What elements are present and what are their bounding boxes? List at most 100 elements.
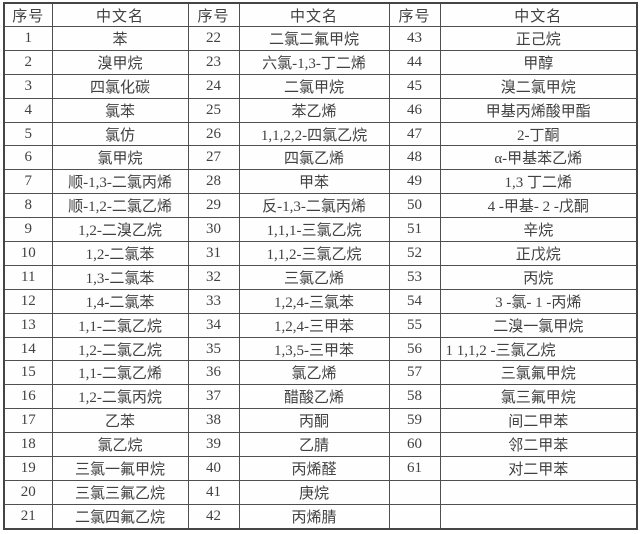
name-cell: 1,2,4-三甲苯 bbox=[238, 312, 390, 338]
serial-cell: 12 bbox=[3, 288, 53, 314]
name-cell: 苯 bbox=[51, 26, 189, 51]
serial-cell: 6 bbox=[3, 145, 53, 171]
serial-cell: 16 bbox=[3, 384, 53, 410]
name-cell: 丙烯腈 bbox=[238, 503, 390, 530]
name-cell: 二氯甲烷 bbox=[238, 73, 390, 99]
serial-cell: 20 bbox=[3, 479, 53, 505]
name-cell: 乙腈 bbox=[238, 432, 390, 458]
serial-cell: 29 bbox=[187, 193, 240, 219]
serial-cell: 28 bbox=[187, 169, 240, 195]
serial-cell: 53 bbox=[388, 264, 441, 290]
serial-cell: 8 bbox=[3, 193, 53, 219]
serial-cell: 10 bbox=[3, 241, 53, 266]
table-row: 9 1,2-二溴乙烷 30 1,1,1-三氯乙烷 51 辛烷 bbox=[3, 217, 638, 243]
col-header-serial: 序号 bbox=[388, 2, 441, 27]
name-cell: 1,2-二氯苯 bbox=[51, 241, 189, 266]
serial-cell: 13 bbox=[3, 312, 53, 338]
table-row: 6 氯甲烷 27 四氯乙烯 48 α-甲基苯乙烯 bbox=[3, 145, 638, 171]
serial-cell: 39 bbox=[187, 432, 240, 458]
serial-cell: 31 bbox=[187, 241, 240, 266]
serial-cell: 55 bbox=[388, 312, 441, 338]
header-row: 序号 中文名 序号 中文名 序号 中文名 bbox=[3, 2, 638, 27]
name-cell: 1,4-二氯苯 bbox=[51, 288, 189, 314]
serial-cell: 5 bbox=[3, 121, 53, 147]
table-row: 11 1,3-二氯苯 32 三氯乙烯 53 丙烷 bbox=[3, 264, 638, 290]
name-cell: 1,1,2,2-四氯乙烷 bbox=[238, 121, 390, 147]
table-row: 4 氯苯 25 苯乙烯 46 甲基丙烯酸甲酯 bbox=[3, 97, 638, 123]
name-cell: 丙烷 bbox=[439, 264, 638, 290]
serial-cell: 19 bbox=[3, 456, 53, 481]
serial-cell: 42 bbox=[187, 503, 240, 530]
table-body: 1 苯 22 二氯二氟甲烷 43 正己烷 2 溴甲烷 23 六氯-1,3-丁二烯 44 甲醇 3 四氯化碳… bbox=[3, 26, 638, 530]
name-cell: 乙苯 bbox=[51, 408, 189, 434]
serial-cell: 60 bbox=[388, 432, 441, 458]
serial-cell: 14 bbox=[3, 336, 53, 362]
serial-cell: 27 bbox=[187, 145, 240, 171]
table-row: 19 三氯一氟甲烷 40 丙烯醛 61 对二甲苯 bbox=[3, 456, 638, 481]
table-row: 13 1,1-二氯乙烷 34 1,2,4-三甲苯 55 二溴一氯甲烷 bbox=[3, 312, 638, 338]
name-cell: 三氯氟甲烷 bbox=[439, 360, 638, 386]
table-row: 20 三氯三氟乙烷 41 庚烷 bbox=[3, 479, 638, 505]
name-cell bbox=[439, 503, 638, 530]
serial-cell: 3 bbox=[3, 73, 53, 99]
serial-cell bbox=[388, 503, 441, 530]
name-cell: 庚烷 bbox=[238, 479, 390, 505]
name-cell: 正己烷 bbox=[439, 26, 638, 51]
name-cell: 氯甲烷 bbox=[51, 145, 189, 171]
serial-cell: 57 bbox=[388, 360, 441, 386]
table-row: 5 氯仿 26 1,1,2,2-四氯乙烷 47 2-丁酮 bbox=[3, 121, 638, 147]
name-cell: 二氯二氟甲烷 bbox=[238, 26, 390, 51]
table-row: 21 二氯四氟乙烷 42 丙烯腈 bbox=[3, 503, 638, 530]
serial-cell: 47 bbox=[388, 121, 441, 147]
serial-cell: 50 bbox=[388, 193, 441, 219]
name-cell: 二氯四氟乙烷 bbox=[51, 503, 189, 530]
serial-cell: 26 bbox=[187, 121, 240, 147]
serial-cell: 58 bbox=[388, 384, 441, 410]
name-cell: 氯乙烯 bbox=[238, 360, 390, 386]
name-cell: 甲苯 bbox=[238, 169, 390, 195]
table-row: 3 四氯化碳 24 二氯甲烷 45 溴二氯甲烷 bbox=[3, 73, 638, 99]
name-cell: 1,2-二氯丙烷 bbox=[51, 384, 189, 410]
name-cell: 丙烯醛 bbox=[238, 456, 390, 481]
col-header-name: 中文名 bbox=[439, 2, 638, 27]
serial-cell: 56 bbox=[388, 336, 441, 362]
serial-cell: 35 bbox=[187, 336, 240, 362]
serial-cell: 2 bbox=[3, 49, 53, 75]
name-cell: 顺-1,3-二氯丙烯 bbox=[51, 169, 189, 195]
serial-cell: 46 bbox=[388, 97, 441, 123]
table-row: 18 氯乙烷 39 乙腈 60 邻二甲苯 bbox=[3, 432, 638, 458]
col-header-name: 中文名 bbox=[51, 2, 189, 27]
serial-cell: 9 bbox=[3, 217, 53, 243]
compound-table: 序号 中文名 序号 中文名 序号 中文名 1 苯 22 二氯二氟甲烷 43 正己烷 2 溴甲烷 23 六氯-… bbox=[3, 2, 638, 530]
serial-cell: 23 bbox=[187, 49, 240, 75]
col-header-serial: 序号 bbox=[3, 2, 53, 27]
table-row: 17 乙苯 38 丙酮 59 间二甲苯 bbox=[3, 408, 638, 434]
name-cell: 1,2-二溴乙烷 bbox=[51, 217, 189, 243]
serial-cell: 36 bbox=[187, 360, 240, 386]
table-row: 10 1,2-二氯苯 31 1,1,2-三氯乙烷 52 正戊烷 bbox=[3, 241, 638, 266]
serial-cell: 34 bbox=[187, 312, 240, 338]
serial-cell: 59 bbox=[388, 408, 441, 434]
name-cell: 氯苯 bbox=[51, 97, 189, 123]
serial-cell: 51 bbox=[388, 217, 441, 243]
name-cell: 邻二甲苯 bbox=[439, 432, 638, 458]
serial-cell: 32 bbox=[187, 264, 240, 290]
table-row: 15 1,1-二氯乙烯 36 氯乙烯 57 三氯氟甲烷 bbox=[3, 360, 638, 386]
serial-cell: 22 bbox=[187, 26, 240, 51]
table-row: 12 1,4-二氯苯 33 1,2,4-三氯苯 54 3 -氯- 1 -丙烯 bbox=[3, 288, 638, 314]
name-cell: 1,1,2-三氯乙烷 bbox=[238, 241, 390, 266]
serial-cell: 44 bbox=[388, 49, 441, 75]
serial-cell: 52 bbox=[388, 241, 441, 266]
col-header-name: 中文名 bbox=[238, 2, 390, 27]
serial-cell: 43 bbox=[388, 26, 441, 51]
name-cell: 三氯乙烯 bbox=[238, 264, 390, 290]
serial-cell: 24 bbox=[187, 73, 240, 99]
serial-cell: 15 bbox=[3, 360, 53, 386]
name-cell bbox=[439, 479, 638, 505]
name-cell: 3 -氯- 1 -丙烯 bbox=[439, 288, 638, 314]
name-cell: 甲醇 bbox=[439, 49, 638, 75]
serial-cell: 4 bbox=[3, 97, 53, 123]
serial-cell: 61 bbox=[388, 456, 441, 481]
serial-cell: 38 bbox=[187, 408, 240, 434]
